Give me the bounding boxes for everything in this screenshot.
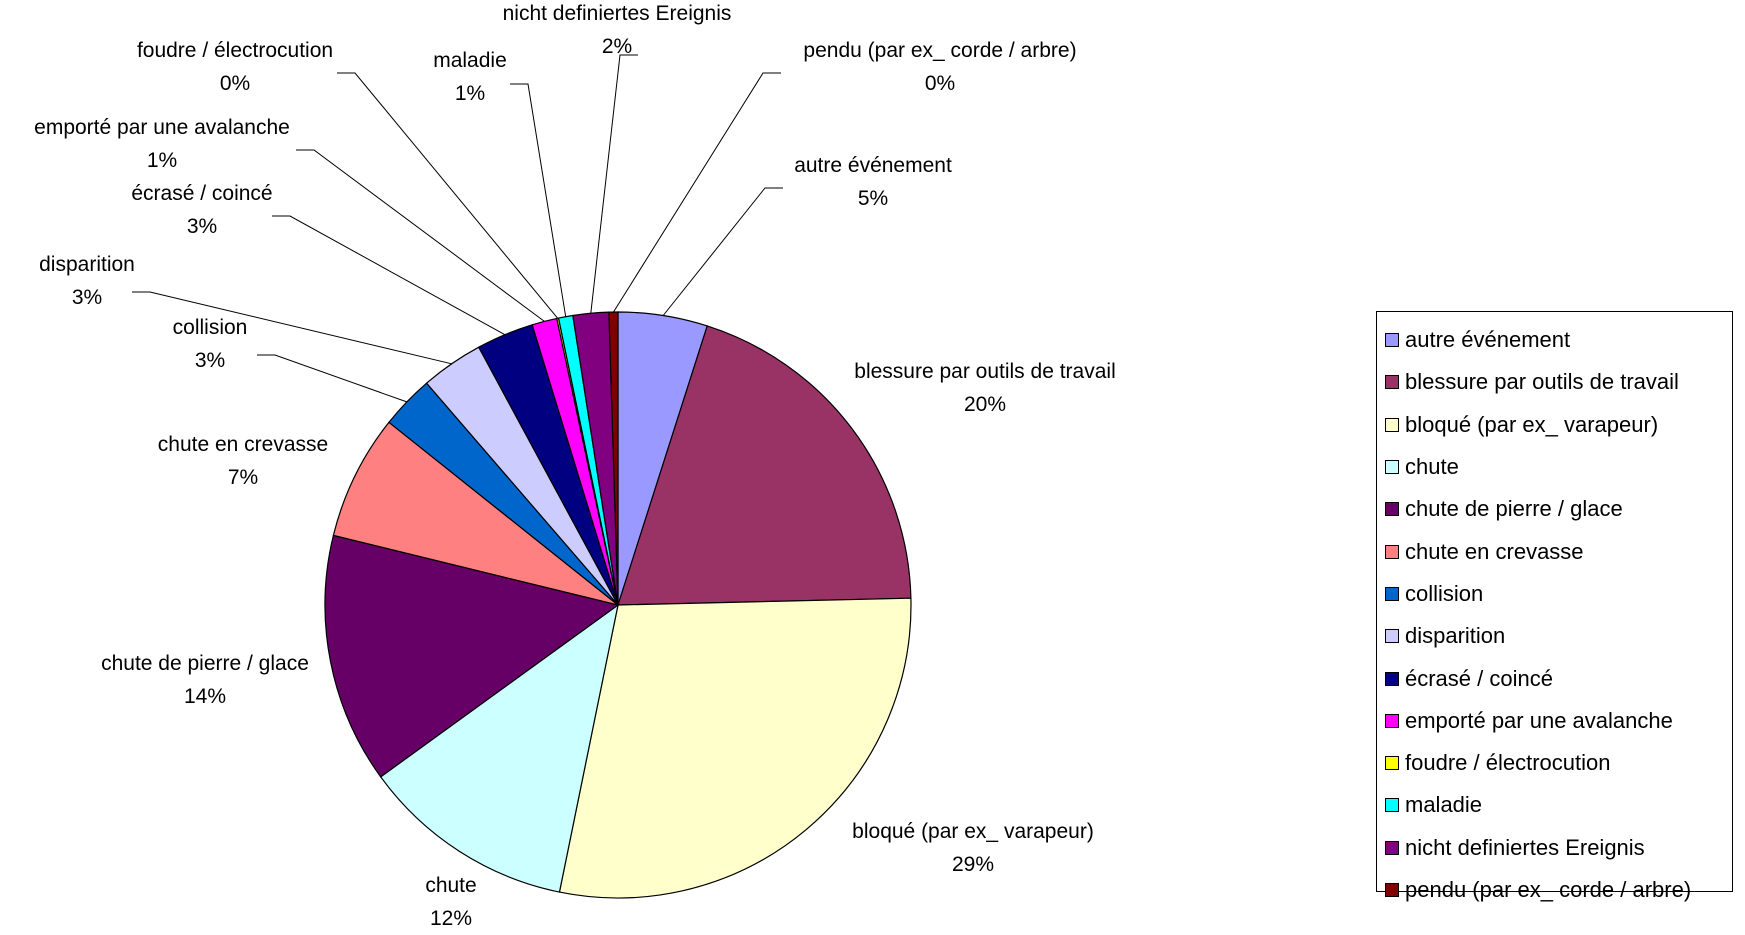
slice-percent-foudre-electrocution: 0% <box>220 72 250 95</box>
leader-line-maladie <box>510 83 567 317</box>
pie-slice-chute <box>379 603 619 893</box>
legend-swatch <box>1385 502 1399 517</box>
slice-label-disparition: disparition <box>39 253 135 276</box>
slice-percent-emporte-par-une-avalanche: 1% <box>147 149 177 172</box>
legend-label: écrasé / coincé <box>1405 665 1553 691</box>
legend-item-emporte-par-une-avalanche: emporté par une avalanche <box>1385 700 1732 742</box>
slice-percent-chute: 12% <box>430 907 472 930</box>
leader-line-disparition <box>132 291 452 365</box>
legend-label: bloqué (par ex_ varapeur) <box>1405 411 1659 437</box>
legend-item-nicht-definiertes-ereignis: nicht definiertes Ereignis <box>1385 827 1732 869</box>
slice-percent-autre-evenement: 5% <box>858 187 888 210</box>
legend-swatch <box>1385 840 1399 855</box>
legend-item-foudre-electrocution: foudre / électrocution <box>1385 742 1732 784</box>
legend-label: autre événement <box>1405 327 1571 353</box>
legend-item-disparition: disparition <box>1385 615 1732 657</box>
pie-slice-pendu-par-ex-corde-arbre <box>608 311 619 606</box>
slice-label-bloque-par-ex-varapeur: bloqué (par ex_ varapeur) <box>852 820 1094 843</box>
slice-label-chute: chute <box>425 874 476 897</box>
legend-label: foudre / électrocution <box>1405 750 1611 776</box>
legend-swatch <box>1385 671 1399 686</box>
slice-label-autre-evenement: autre événement <box>794 154 952 177</box>
legend-item-autre-evenement: autre événement <box>1385 319 1732 361</box>
legend-label: chute <box>1405 454 1459 480</box>
leader-lines <box>132 54 783 403</box>
legend-swatch <box>1385 586 1399 601</box>
slice-label-chute-de-pierre-glace: chute de pierre / glace <box>101 652 309 675</box>
leader-line-collision <box>257 354 407 403</box>
slice-percent-chute-de-pierre-glace: 14% <box>184 685 226 708</box>
slice-label-chute-en-crevasse: chute en crevasse <box>158 433 328 456</box>
slice-labels: autre événement 5% blessure par outils de … <box>34 2 1116 930</box>
legend-item-collision: collision <box>1385 573 1732 615</box>
slice-label-ecrase-coince: écrasé / coincé <box>131 182 272 205</box>
pie-slice-chute-de-pierre-glace <box>324 534 620 778</box>
slice-label-foudre-electrocution: foudre / électrocution <box>137 39 333 62</box>
legend-label: chute en crevasse <box>1405 538 1584 564</box>
leader-line-pendu-par-ex-corde-arbre <box>613 72 781 313</box>
legend-label: collision <box>1405 580 1484 606</box>
legend-item-chute-en-crevasse: chute en crevasse <box>1385 530 1732 572</box>
leader-line-nicht-definiertes-ereignis <box>590 54 638 314</box>
legend-item-maladie: maladie <box>1385 784 1732 826</box>
legend-item-pendu-par-ex-corde-arbre: pendu (par ex_ corde / arbre) <box>1385 869 1732 911</box>
legend-swatch <box>1385 756 1399 771</box>
legend-label: nicht definiertes Ereignis <box>1405 834 1645 860</box>
legend-item-chute-de-pierre-glace: chute de pierre / glace <box>1385 488 1732 530</box>
legend-swatch <box>1385 629 1399 644</box>
pie-slice-blessure-par-outils-de-travail <box>617 325 912 606</box>
legend-label: emporté par une avalanche <box>1405 707 1673 733</box>
slice-percent-blessure-par-outils-de-travail: 20% <box>964 393 1006 416</box>
legend-label: disparition <box>1405 623 1506 649</box>
slice-percent-ecrase-coince: 3% <box>187 215 217 238</box>
pie-slice-bloque-par-ex-varapeur <box>558 597 912 899</box>
slice-percent-collision: 3% <box>195 349 225 372</box>
leader-line-autre-evenement <box>662 187 783 316</box>
legend-label: pendu (par ex_ corde / arbre) <box>1405 877 1692 902</box>
leader-line-emporte-par-une-avalanche <box>296 149 545 322</box>
pie-slice-chute-en-crevasse <box>332 421 619 606</box>
legend-label: blessure par outils de travail <box>1405 369 1679 395</box>
legend-swatch <box>1385 460 1399 475</box>
legend-swatch <box>1385 417 1399 432</box>
slice-percent-chute-en-crevasse: 7% <box>228 466 258 489</box>
slice-percent-bloque-par-ex-varapeur: 29% <box>952 853 994 876</box>
legend-swatch <box>1385 375 1399 390</box>
legend-item-blessure-par-outils-de-travail: blessure par outils de travail <box>1385 361 1732 403</box>
legend-label: chute de pierre / glace <box>1405 496 1623 522</box>
leader-line-ecrase-coince <box>272 215 506 336</box>
slice-label-maladie: maladie <box>433 49 507 72</box>
slice-label-collision: collision <box>173 316 248 339</box>
legend-swatch <box>1385 713 1399 728</box>
legend-swatch <box>1385 798 1399 813</box>
legend-swatch <box>1385 883 1399 897</box>
legend-item-bloque-par-ex-varapeur: bloqué (par ex_ varapeur) <box>1385 404 1732 446</box>
slice-percent-pendu-par-ex-corde-arbre: 0% <box>925 72 955 95</box>
legend-swatch <box>1385 333 1399 348</box>
slice-percent-disparition: 3% <box>72 286 102 309</box>
chart-legend: autre événement blessure par outils de tr… <box>1376 311 1733 902</box>
slice-percent-maladie: 1% <box>455 82 485 105</box>
legend-item-ecrase-coince: écrasé / coincé <box>1385 657 1732 699</box>
slice-label-emporte-par-une-avalanche: emporté par une avalanche <box>34 116 290 139</box>
pie-slices <box>324 311 912 899</box>
slice-label-blessure-par-outils-de-travail: blessure par outils de travail <box>854 360 1115 383</box>
leader-line-foudre-electrocution <box>337 72 559 319</box>
slice-label-pendu-par-ex-corde-arbre: pendu (par ex_ corde / arbre) <box>803 39 1076 62</box>
legend-swatch <box>1385 544 1399 559</box>
slice-percent-nicht-definiertes-ereignis: 2% <box>602 35 632 58</box>
legend-label: maladie <box>1405 792 1483 818</box>
legend-item-chute: chute <box>1385 446 1732 488</box>
slice-label-nicht-definiertes-ereignis: nicht definiertes Ereignis <box>503 2 732 25</box>
